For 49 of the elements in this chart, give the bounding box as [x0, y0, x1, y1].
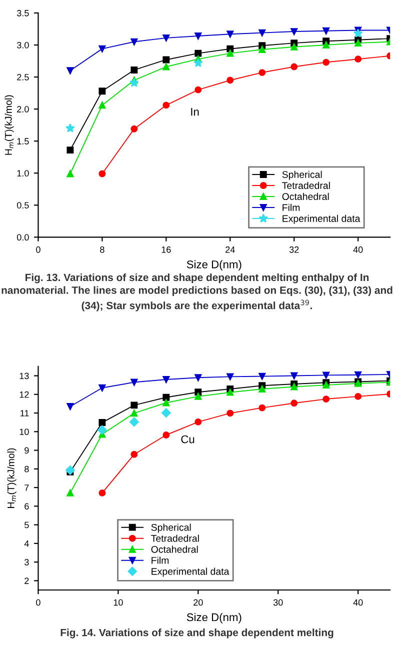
y-tick-label: 8 [24, 466, 29, 472]
x-tick-label: 16 [162, 246, 171, 253]
x-tick-label: 30 [273, 599, 283, 606]
y-tick-label: 3 [24, 559, 29, 566]
x-axis-title: Size D(nm) [186, 260, 242, 271]
y-tick-label: 2 [24, 578, 29, 584]
annotation: In [191, 108, 199, 116]
legend-label: Tetradedral [151, 534, 199, 542]
y-tick-label: 7 [24, 484, 29, 491]
caption: Fig. 13. Variations of size and shape dependent melting enthalpy of In nanomaterial. The lines are model predictions based on Eqs. (30), (31), (33) and (34); Star symbols are the experimental data$^{39}$. [2, 273, 392, 312]
y-axis-title: H$_{m}$(T)(kJ/mol) [7, 448, 16, 508]
y-tick-label: 5 [24, 522, 29, 528]
y-tick-label: 6 [24, 503, 29, 510]
x-tick-label: 0 [36, 599, 40, 606]
y-tick-label: 11 [20, 410, 29, 416]
y-tick-label: 10 [20, 428, 29, 436]
y-tick-label: 3.5 [16, 10, 29, 16]
x-tick-label: 24 [226, 246, 235, 253]
y-tick-label: 0.0 [16, 234, 29, 241]
legend-label: Spherical [282, 170, 322, 180]
y-tick-label: 1.5 [17, 138, 29, 144]
y-tick-label: 4 [24, 540, 29, 547]
y-tick-label: 2.0 [17, 106, 29, 112]
annotation: Cu [181, 435, 194, 444]
y-axis-title: H$_{m}$(T)(kJ/mol) [4, 95, 14, 155]
x-tick-label: 32 [289, 246, 299, 253]
legend-label: Experimental data [282, 214, 360, 224]
x-tick-label: 10 [114, 599, 123, 606]
x-tick-label: 40 [353, 599, 363, 606]
x-tick-label: 0 [36, 246, 40, 253]
y-tick-label: 13 [20, 372, 29, 380]
y-tick-label: 0.5 [16, 202, 29, 208]
y-tick-label: 1.0 [17, 170, 29, 176]
legend-label: Experimental data [152, 568, 230, 577]
legend-label: Octahedral [282, 192, 329, 200]
y-tick-label: 2.5 [17, 74, 29, 80]
x-tick-label: 20 [194, 599, 203, 606]
x-tick-label: 40 [353, 246, 363, 253]
x-axis-title: Size D(nm) [186, 613, 242, 624]
legend-label: Film [282, 204, 300, 211]
legend-label: Spherical [151, 524, 191, 533]
caption: Fig. 14. Variations of size and shape dependent melting [60, 628, 334, 638]
y-tick-label: 9 [24, 447, 29, 454]
legend-label: Film [152, 556, 169, 564]
legend-label: Tetradedral [282, 182, 330, 189]
x-tick-label: 8 [100, 246, 104, 253]
legend-label: Octahedral [151, 546, 198, 553]
y-tick-label: 3.0 [16, 42, 29, 48]
y-tick-label: 12 [20, 391, 29, 398]
